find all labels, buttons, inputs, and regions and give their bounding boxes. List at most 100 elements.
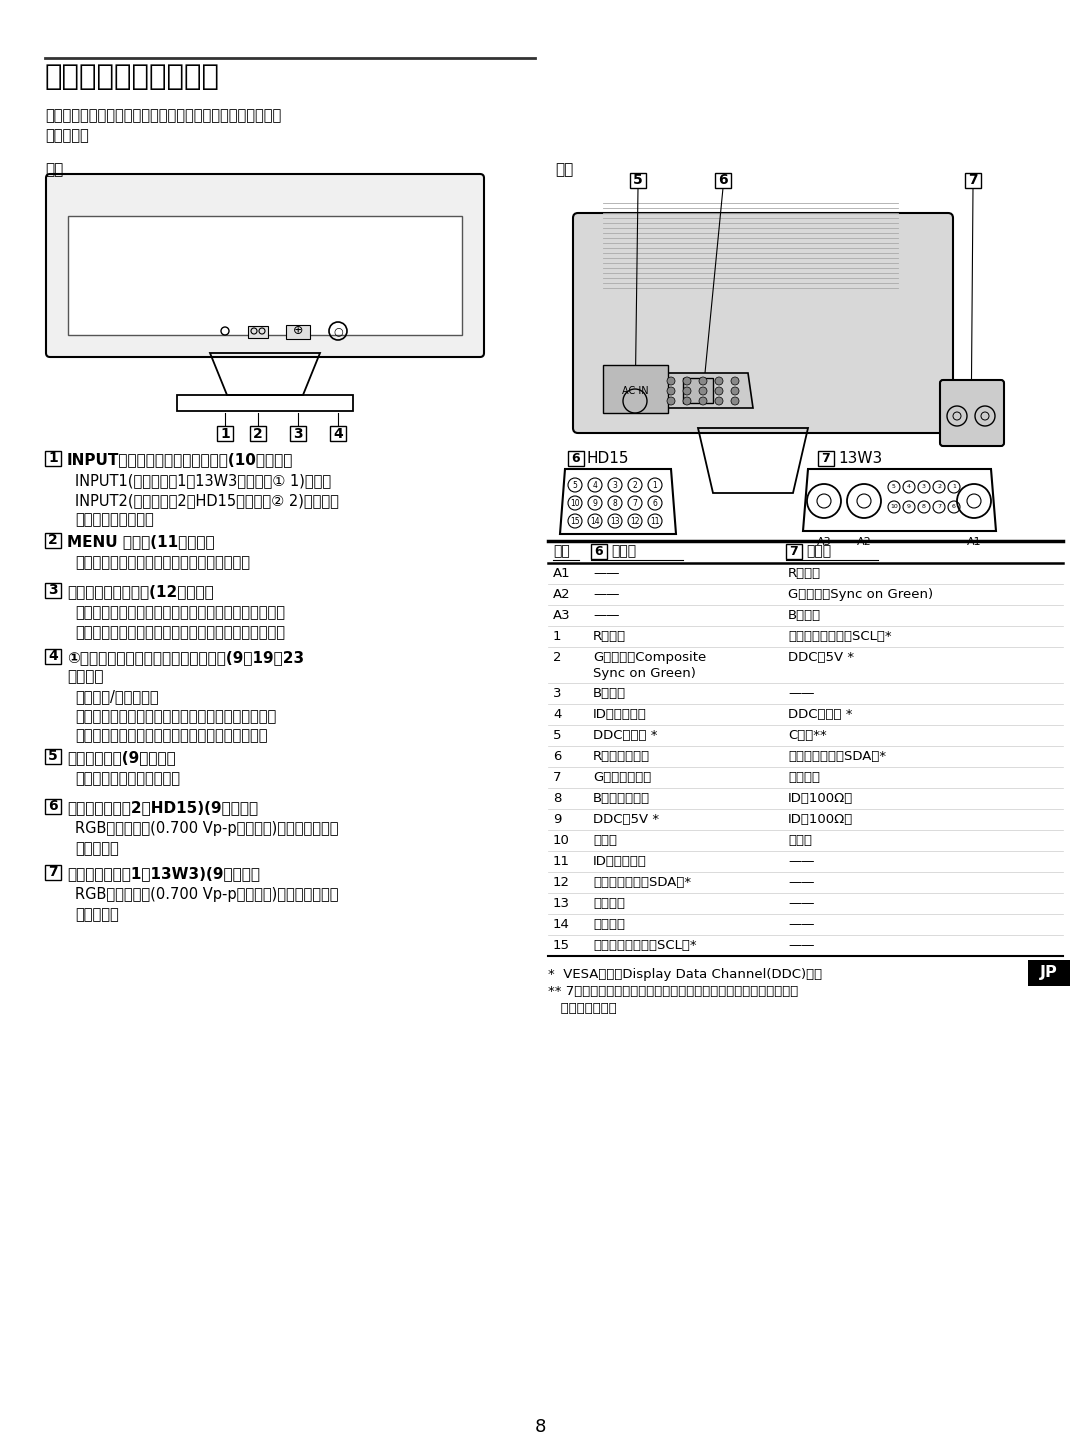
Text: 9: 9 bbox=[593, 499, 597, 507]
Text: 4: 4 bbox=[907, 484, 912, 490]
Text: INPUT1(ビデオ入力1（13W3）端子：① 1)または
INPUT2(ビデオ入力2（HD15）端子：② 2)からの入
力を切り換えます。: INPUT1(ビデオ入力1（13W3）端子：① 1)または INPUT2(ビデオ… bbox=[75, 473, 339, 527]
Text: 6: 6 bbox=[49, 800, 58, 814]
Circle shape bbox=[715, 388, 723, 395]
Circle shape bbox=[683, 388, 691, 395]
Text: 7: 7 bbox=[789, 545, 798, 558]
Bar bbox=[217, 427, 233, 441]
FancyBboxPatch shape bbox=[46, 174, 484, 357]
Circle shape bbox=[731, 398, 739, 405]
Circle shape bbox=[667, 398, 675, 405]
Text: MENU ボタン(11ページ）: MENU ボタン(11ページ） bbox=[67, 535, 215, 549]
Text: 8: 8 bbox=[535, 1418, 545, 1437]
Text: 5: 5 bbox=[892, 484, 896, 490]
Polygon shape bbox=[658, 373, 753, 408]
Bar bbox=[45, 865, 60, 880]
Text: ——: —— bbox=[788, 876, 814, 889]
Bar bbox=[45, 584, 60, 598]
Text: ——: —— bbox=[788, 855, 814, 867]
Text: Sync on Green): Sync on Green) bbox=[593, 667, 696, 680]
Text: ——: —— bbox=[593, 588, 620, 601]
Text: ID（100Ω）: ID（100Ω） bbox=[788, 793, 853, 806]
Bar bbox=[591, 545, 607, 559]
Text: 6: 6 bbox=[953, 504, 956, 510]
Text: 12: 12 bbox=[553, 876, 570, 889]
Text: 7: 7 bbox=[937, 504, 941, 510]
Text: 14: 14 bbox=[590, 516, 599, 526]
Text: 7: 7 bbox=[968, 173, 977, 187]
Text: 8: 8 bbox=[553, 793, 562, 806]
Text: DDCアース *: DDCアース * bbox=[788, 708, 852, 720]
Text: アース: アース bbox=[788, 834, 812, 847]
Text: 15: 15 bbox=[553, 940, 570, 953]
Text: DDCアース *: DDCアース * bbox=[593, 729, 658, 742]
Text: メニュー画面を出したり、消したりします。: メニュー画面を出したり、消したりします。 bbox=[75, 555, 249, 571]
Text: A3: A3 bbox=[816, 537, 832, 548]
Text: 6: 6 bbox=[718, 173, 728, 187]
Text: 6: 6 bbox=[553, 749, 562, 762]
Text: 使いかたについてのくわしい説明は（　）内のページをご覧
ください。: 使いかたについてのくわしい説明は（ ）内のページをご覧 ください。 bbox=[45, 108, 281, 143]
Circle shape bbox=[731, 378, 739, 385]
Text: JP: JP bbox=[1040, 965, 1058, 980]
Text: クロックライン（SCL）*: クロックライン（SCL）* bbox=[788, 630, 892, 643]
Text: 5: 5 bbox=[633, 173, 643, 187]
Text: 9: 9 bbox=[907, 504, 912, 510]
Text: 4: 4 bbox=[333, 427, 342, 441]
Bar bbox=[249, 427, 266, 441]
Bar bbox=[248, 326, 268, 339]
Text: DDC＋5V *: DDC＋5V * bbox=[593, 813, 659, 826]
Text: 1: 1 bbox=[553, 630, 562, 643]
Text: R（赤）: R（赤） bbox=[788, 566, 821, 579]
Text: 9: 9 bbox=[553, 813, 562, 826]
Text: 3: 3 bbox=[553, 687, 562, 700]
Text: R（赤）アース: R（赤）アース bbox=[593, 749, 650, 762]
Text: G（緑）（Composite: G（緑）（Composite bbox=[593, 651, 706, 664]
Circle shape bbox=[667, 378, 675, 385]
Text: コントロールボタン(12ページ）: コントロールボタン(12ページ） bbox=[67, 584, 214, 599]
Text: ——: —— bbox=[593, 566, 620, 579]
Text: ID（アース）: ID（アース） bbox=[593, 708, 647, 720]
Text: 4: 4 bbox=[49, 650, 58, 663]
Text: 1: 1 bbox=[652, 480, 658, 490]
Text: B（青）: B（青） bbox=[593, 687, 626, 700]
Text: ⊕: ⊕ bbox=[293, 324, 303, 337]
Bar bbox=[330, 427, 346, 441]
Text: ** 7番ピンが垂直同期用に使用されている場合、水平同期用として
   使用されます。: ** 7番ピンが垂直同期用に使用されている場合、水平同期用として 使用されます。 bbox=[548, 986, 798, 1014]
Text: A1: A1 bbox=[967, 537, 982, 548]
Text: ビデオ入力端子1（13W3)(9ページ）: ビデオ入力端子1（13W3)(9ページ） bbox=[67, 866, 260, 880]
Circle shape bbox=[699, 378, 707, 385]
Circle shape bbox=[667, 388, 675, 395]
Text: RGBの映像信号(0.700 Vp-p、正極性)と同期信号を入
力します。: RGBの映像信号(0.700 Vp-p、正極性)と同期信号を入 力します。 bbox=[75, 821, 338, 856]
Text: 1: 1 bbox=[49, 451, 58, 465]
Text: 2: 2 bbox=[633, 480, 637, 490]
Text: ビデオ入力端子2（HD15)(9ページ）: ビデオ入力端子2（HD15)(9ページ） bbox=[67, 800, 258, 816]
Text: 2: 2 bbox=[253, 427, 262, 441]
Text: 8: 8 bbox=[922, 504, 926, 510]
FancyBboxPatch shape bbox=[940, 380, 1004, 447]
Bar bbox=[1028, 960, 1070, 986]
Text: 後面: 後面 bbox=[555, 161, 573, 177]
Text: 4: 4 bbox=[593, 480, 597, 490]
Text: クロックライン（SCL）*: クロックライン（SCL）* bbox=[593, 940, 697, 953]
Bar bbox=[568, 451, 584, 465]
Text: ——: —— bbox=[788, 896, 814, 911]
Text: A2: A2 bbox=[856, 537, 872, 548]
Text: ——: —— bbox=[788, 918, 814, 931]
Text: 8: 8 bbox=[612, 499, 618, 507]
Text: 電源入力端子(9ページ）: 電源入力端子(9ページ） bbox=[67, 749, 176, 765]
Text: 2: 2 bbox=[553, 651, 562, 664]
Text: R（赤）: R（赤） bbox=[593, 630, 626, 643]
Text: 13: 13 bbox=[553, 896, 570, 911]
Text: 電源を入/切します。
電源が入るとインジケーターが緑色に点灯します。
省電力状態のときは、オレンジ色に点灯します。: 電源を入/切します。 電源が入るとインジケーターが緑色に点灯します。 省電力状態… bbox=[75, 689, 276, 744]
Text: 13: 13 bbox=[610, 516, 620, 526]
Text: 11: 11 bbox=[650, 516, 660, 526]
Text: DDC＋5V *: DDC＋5V * bbox=[788, 651, 854, 664]
Text: A2: A2 bbox=[553, 588, 570, 601]
Bar bbox=[45, 451, 60, 465]
Text: 前面: 前面 bbox=[45, 161, 64, 177]
Circle shape bbox=[699, 398, 707, 405]
Text: 7: 7 bbox=[822, 452, 831, 465]
Text: 5: 5 bbox=[49, 749, 58, 764]
Text: 13W3: 13W3 bbox=[838, 451, 882, 465]
Text: 14: 14 bbox=[553, 918, 570, 931]
Text: A3: A3 bbox=[553, 610, 570, 623]
